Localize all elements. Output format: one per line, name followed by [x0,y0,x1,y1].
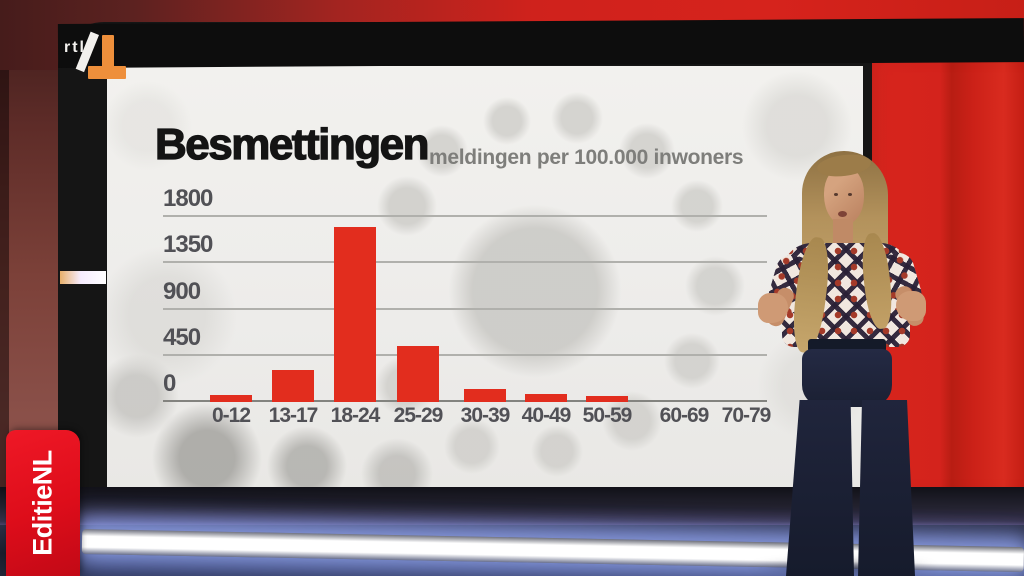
presenter-hand-left [758,293,788,323]
x-tick-label: 13-17 [268,404,319,427]
bar-30-39 [464,389,506,402]
bar-18-24 [334,227,376,402]
chart-screen: Besmettingen meldingen per 100.000 inwon… [107,66,863,488]
editienl-badge: EditieNL [6,430,80,576]
rtl-logo-text: rtl [64,39,86,56]
y-tick-label: 0 [163,370,176,397]
presenter-eye-right [848,193,852,196]
y-tick-label: 450 [163,323,201,351]
presenter-mouth [838,211,847,217]
presenter-hand-right [896,291,926,321]
y-tick-label: 1800 [163,185,213,212]
x-tick-label: 60-69 [659,404,710,427]
presenter-belt [808,339,886,352]
presenter-neck [833,219,853,243]
y-tick-label: 900 [163,277,201,305]
gridline [163,307,767,310]
presenter-eye-left [834,193,838,196]
presenter-pants-leg-left [786,400,854,576]
plot-area: 1800 1350 900 450 0 0-12 13-17 18-24 25-29 30-39 4… [107,66,863,488]
x-tick-label: 18-24 [330,404,381,427]
bar-25-29 [397,346,439,402]
rtl4-four-crossbar [88,66,126,79]
bar-13-17 [272,370,314,402]
presenter-pants-leg-right [858,400,915,576]
gridline [163,353,767,356]
gridline [163,215,767,217]
chart-subtitle: meldingen per 100.000 inwoners [429,146,744,169]
x-tick-label: 25-29 [393,404,444,427]
gridline [163,261,767,264]
y-tick-label: 1350 [163,231,213,259]
presenter-pants-hips [802,349,892,407]
x-tick-label: 30-39 [460,404,511,427]
bar-0-12 [210,395,252,402]
x-tick-label: 40-49 [521,404,572,427]
bar-40-49 [525,394,567,402]
screen-bezel-top-band [57,18,1024,68]
presenter [748,145,940,576]
x-tick-label: 70-79 [721,404,772,427]
x-tick-label: 50-59 [582,404,633,427]
bezel-light-reflection [60,271,106,284]
editienl-badge-text: EditieNL [27,450,58,556]
studio-floor-riser [0,487,1024,531]
x-tick-label: 0-12 [211,404,251,427]
rtl4-logo: rtl [64,31,130,88]
bar-50-59 [586,396,628,402]
chart-title: Besmettingen [154,120,430,169]
